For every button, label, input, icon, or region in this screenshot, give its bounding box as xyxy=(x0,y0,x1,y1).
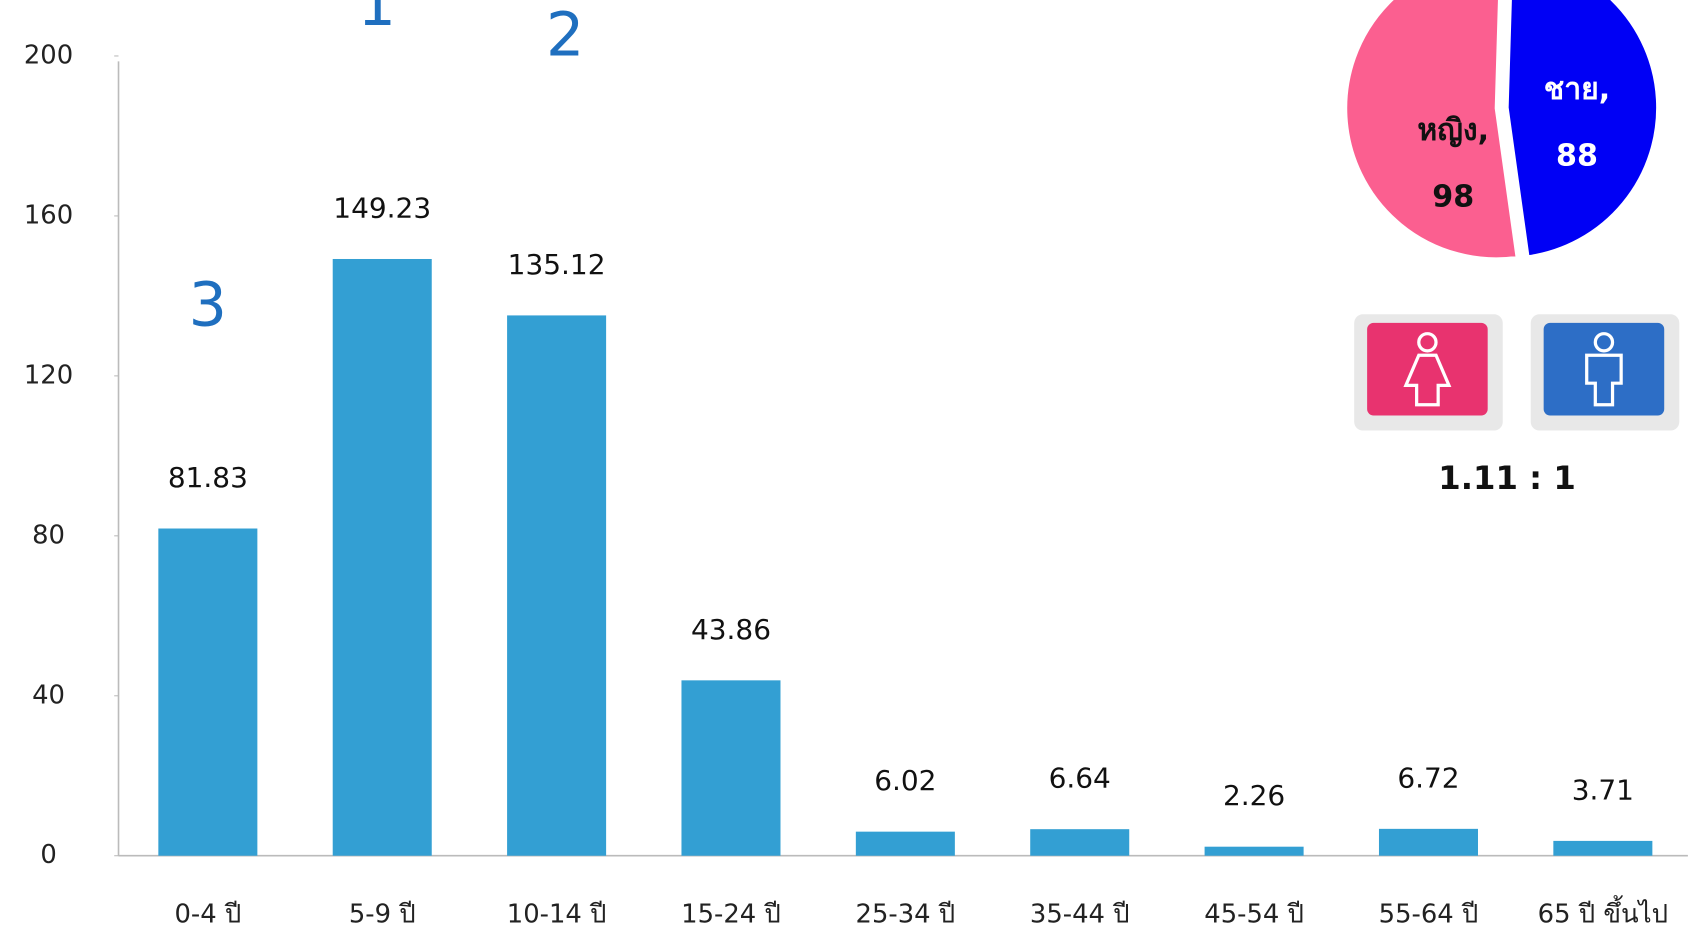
x-tick-label: 55-64 ปี xyxy=(1379,899,1479,929)
rank-label: 2 xyxy=(546,0,584,70)
value-label: 43.86 xyxy=(691,613,771,646)
pie-label: หญิง, xyxy=(1417,113,1489,148)
y-tick-label: 80 xyxy=(32,520,65,550)
y-tick-label: 0 xyxy=(40,840,56,870)
value-label: 6.72 xyxy=(1397,761,1459,794)
pie-value: 98 xyxy=(1432,180,1474,215)
rank-label: 3 xyxy=(189,271,227,341)
bar xyxy=(1205,847,1304,856)
value-label: 2.26 xyxy=(1223,779,1285,812)
x-tick-label: 35-44 ปี xyxy=(1030,899,1130,929)
bar xyxy=(681,680,780,855)
value-label: 6.02 xyxy=(874,764,936,797)
y-tick-label: 40 xyxy=(32,680,65,710)
bar xyxy=(158,529,257,856)
female-icon xyxy=(1367,323,1488,416)
value-label: 81.83 xyxy=(168,461,248,494)
gender-icons xyxy=(1354,314,1679,430)
male-icon xyxy=(1544,323,1665,416)
rank-label: 1 xyxy=(358,0,396,40)
x-tick-label: 10-14 ปี xyxy=(507,899,607,929)
x-tick-label: 25-34 ปี xyxy=(856,899,956,929)
bar xyxy=(1379,829,1478,856)
x-tick-label: 65 ปี ขึ้นไป xyxy=(1538,895,1668,929)
x-tick-label: 15-24 ปี xyxy=(681,899,781,929)
value-label: 3.71 xyxy=(1572,773,1634,806)
bar xyxy=(1553,841,1652,856)
x-tick-label: 5-9 ปี xyxy=(349,899,416,929)
y-tick-label: 200 xyxy=(24,40,73,70)
x-tick-label: 45-54 ปี xyxy=(1204,899,1304,929)
value-label: 149.23 xyxy=(333,191,431,224)
y-tick-label: 120 xyxy=(24,360,73,390)
pie-slice xyxy=(1507,0,1658,257)
x-tick-label: 0-4 ปี xyxy=(174,899,241,929)
value-label: 135.12 xyxy=(508,248,606,281)
y-tick-label: 160 xyxy=(24,200,73,230)
bar xyxy=(507,315,606,855)
bar xyxy=(1030,829,1129,856)
bar xyxy=(856,832,955,856)
pie-label: ชาย, xyxy=(1544,72,1610,107)
ratio-label: 1.11 : 1 xyxy=(1438,459,1576,497)
chart: 0408012016020081.830-4 ปี149.235-9 ปี135… xyxy=(0,0,1688,930)
pie-value: 88 xyxy=(1556,139,1598,174)
bar xyxy=(333,259,432,856)
value-label: 6.64 xyxy=(1049,762,1111,795)
